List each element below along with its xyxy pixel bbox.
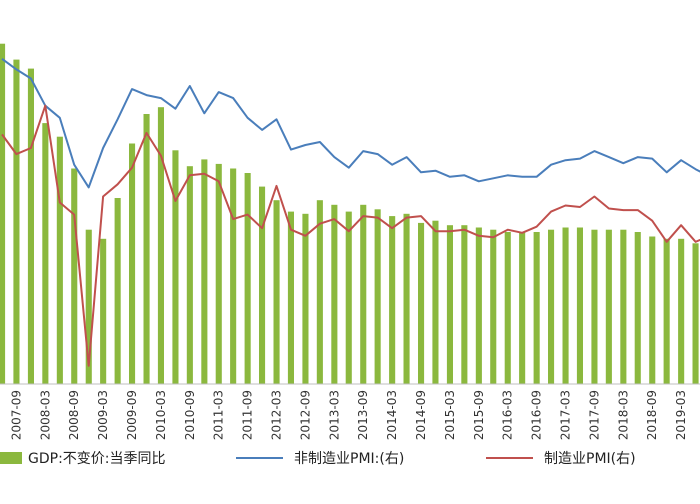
gdp-bar-2018-09	[649, 236, 656, 384]
x-tick-label: 2007-09	[9, 390, 23, 440]
x-tick-labels: 2007-09 2008-03 2008-09 2009-03 2009-09 2010-…	[9, 390, 688, 440]
gdp-bar-2010-09	[186, 166, 193, 384]
gdp-bar-2009-09	[129, 143, 136, 384]
x-tick-label: 2009-03	[96, 390, 110, 440]
gdp-bar-2011-12	[259, 186, 266, 384]
gdp-bar-2007-12	[27, 68, 34, 384]
x-tick-label: 2014-03	[385, 390, 399, 440]
gdp-bar-2012-09	[302, 213, 309, 384]
x-tick-label: 2012-09	[298, 390, 312, 440]
gdp-bar-2010-12	[201, 159, 208, 384]
legend: GDP:不变价:当季同比 非制造业PMI:(右) 制造业PMI(右)	[0, 451, 636, 467]
gdp-bar-2011-03	[215, 163, 222, 384]
x-tick-label: 2015-09	[472, 390, 486, 440]
gdp-bar-2019-06	[692, 243, 699, 384]
gdp-bar-2018-06	[634, 232, 641, 384]
gdp-bar-2012-06	[287, 211, 294, 384]
nonmfg-pmi-line	[1, 57, 700, 189]
gdp-bar-2011-09	[244, 173, 251, 384]
lines-layer	[1, 57, 700, 367]
x-tick-label: 2008-09	[67, 390, 81, 440]
mfg-pmi-line	[1, 104, 700, 367]
gdp-bar-2010-06	[172, 150, 179, 384]
x-tick-label: 2010-09	[183, 390, 197, 440]
gdp-bar-2017-09	[591, 229, 598, 384]
gdp-bar-2009-03	[100, 238, 107, 384]
legend-swatch-gdp	[0, 452, 22, 464]
gdp-bar-2009-12	[143, 114, 150, 384]
gdp-bar-2017-03	[562, 227, 569, 384]
x-tick-label: 2017-09	[587, 390, 601, 440]
x-tick-label: 2012-03	[270, 390, 284, 440]
x-tick-label: 2018-03	[616, 390, 630, 440]
gdp-bar-2008-09	[71, 168, 78, 384]
gdp-bar-2007-06	[0, 43, 6, 384]
x-tick-label: 2013-03	[327, 390, 341, 440]
gdp-bar-2016-06	[519, 232, 526, 384]
x-tick-label: 2014-09	[414, 390, 428, 440]
x-tick-label: 2010-03	[154, 390, 168, 440]
gdp-bar-2008-03	[42, 123, 49, 384]
gdp-bar-2018-03	[620, 229, 627, 384]
gdp-bar-2015-06	[461, 225, 468, 384]
gdp-bar-2013-06	[345, 211, 352, 384]
legend-label-gdp: GDP:不变价:当季同比	[28, 451, 166, 467]
bars-layer	[0, 43, 699, 384]
gdp-bar-2008-12	[85, 229, 92, 384]
x-tick-label: 2018-09	[645, 390, 659, 440]
gdp-bar-2016-12	[548, 229, 555, 384]
gdp-bar-2013-09	[360, 204, 367, 384]
gdp-bar-2007-09	[13, 59, 20, 384]
x-tick-label: 2016-03	[501, 390, 515, 440]
legend-label-nonmfg-pmi: 非制造业PMI:(右)	[294, 451, 404, 467]
x-tick-label: 2017-03	[559, 390, 573, 440]
x-tick-label: 2016-09	[530, 390, 544, 440]
gdp-bar-2015-12	[490, 229, 497, 384]
gdp-bar-2014-06	[403, 213, 410, 384]
x-tick-label: 2013-09	[356, 390, 370, 440]
gdp-bar-2017-12	[605, 229, 612, 384]
gdp-bar-2011-06	[230, 168, 237, 384]
gdp-bar-2012-03	[273, 200, 280, 384]
gdp-bar-2015-03	[446, 225, 453, 384]
x-tick-label: 2008-03	[38, 390, 52, 440]
x-tick-label: 2015-03	[443, 390, 457, 440]
gdp-bar-2014-12	[432, 220, 439, 384]
x-tick-label: 2011-09	[241, 390, 255, 440]
gdp-bar-2014-03	[389, 216, 396, 384]
gdp-bar-2009-06	[114, 198, 121, 384]
legend-label-mfg-pmi: 制造业PMI(右)	[544, 451, 636, 467]
gdp-bar-2008-06	[56, 136, 63, 384]
gdp-bar-2010-03	[157, 107, 164, 384]
gdp-bar-2018-12	[663, 238, 670, 384]
x-tick-label: 2019-03	[674, 390, 688, 440]
x-tick-label: 2011-03	[212, 390, 226, 440]
gdp-bar-2013-12	[374, 209, 381, 384]
x-tick-label: 2009-09	[125, 390, 139, 440]
gdp-bar-2017-06	[576, 227, 583, 384]
gdp-bar-2013-03	[331, 204, 338, 384]
gdp-bar-2019-03	[678, 238, 685, 384]
gdp-bar-2015-09	[475, 227, 482, 384]
gdp-bar-2014-09	[418, 222, 425, 384]
gdp-bar-2016-09	[533, 232, 540, 384]
gdp-bar-2012-12	[316, 200, 323, 384]
gdp-bar-2016-03	[504, 232, 511, 384]
